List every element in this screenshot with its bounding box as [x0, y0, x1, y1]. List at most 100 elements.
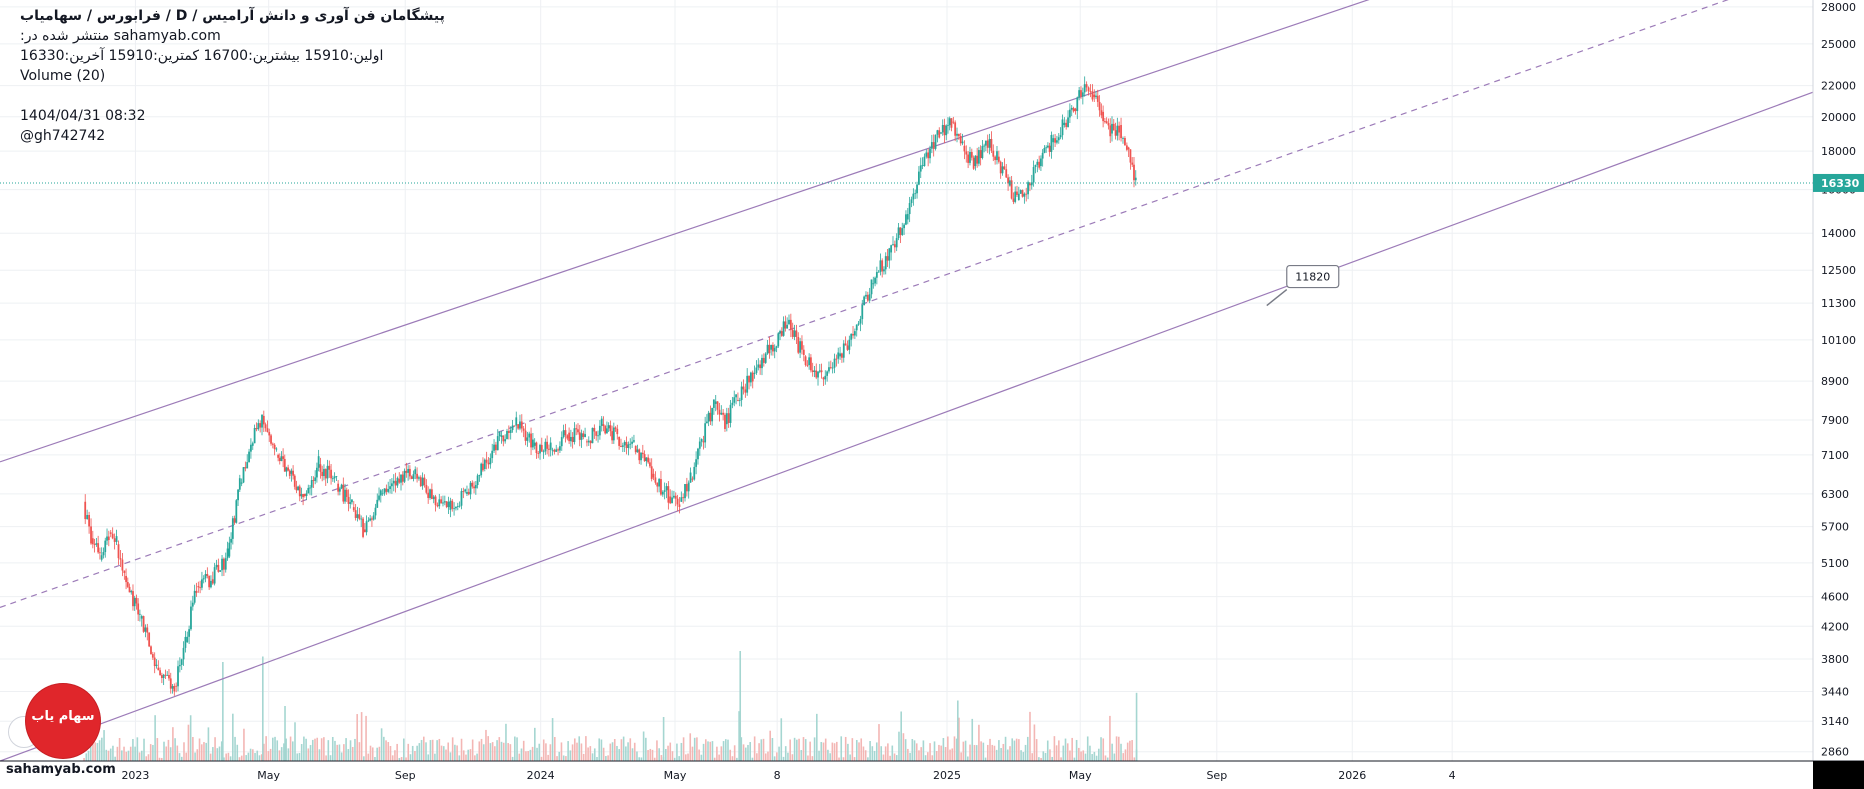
candle-body [1003, 166, 1006, 170]
volume-bar [383, 736, 385, 761]
candle-body [302, 494, 304, 498]
candle-body [491, 450, 494, 459]
volume-bar [318, 749, 321, 761]
volume-bar [751, 757, 754, 761]
candle-body [1100, 110, 1103, 116]
volume-bar [898, 731, 900, 761]
volume-bar [802, 737, 805, 761]
volume-bar [718, 754, 720, 761]
candle-body [295, 486, 298, 491]
volume-bar [134, 746, 136, 761]
volume-bar [605, 756, 607, 761]
volume-bar [747, 744, 749, 761]
published-site[interactable]: sahamyab.com [113, 28, 221, 44]
time-tick-label: May [257, 769, 280, 782]
candle-body [524, 430, 527, 441]
candle-body [292, 470, 294, 476]
volume-bar [456, 745, 458, 761]
candle-body [685, 484, 688, 492]
candle-body [303, 493, 306, 497]
volume-bar [262, 656, 264, 761]
volume-bar [554, 737, 556, 761]
time-tick-label: May [664, 769, 687, 782]
volume-bar [83, 757, 85, 761]
volume-bar [476, 753, 478, 761]
volume-bar [1044, 752, 1047, 761]
volume-indicator-label[interactable]: Volume (20) [20, 68, 106, 84]
volume-bar [284, 706, 286, 761]
candle-body [629, 443, 632, 445]
volume-bar [1011, 738, 1014, 761]
volume-bar [529, 749, 532, 761]
candle-body [166, 674, 169, 676]
candle-body [912, 193, 915, 200]
volume-bar [598, 738, 601, 761]
volume-bar [758, 743, 760, 761]
channel-line-upper[interactable] [0, 0, 1813, 463]
footer-site[interactable]: sahamyab.com [6, 762, 116, 777]
candle-body [748, 375, 750, 383]
volume-bar [500, 741, 503, 761]
candle-body [305, 493, 308, 497]
scale-settings-corner[interactable] [1813, 761, 1864, 789]
volume-bar [1133, 757, 1136, 761]
volume-bar [1098, 748, 1100, 761]
candle-body [978, 150, 980, 164]
candle-body [877, 271, 880, 273]
price-axis[interactable]: 2860 3140 3440 3800 4200 4600 5100 5700 6300 7100… [1812, 0, 1864, 761]
candle-body [418, 477, 420, 479]
price-callout[interactable]: 11820 [1266, 264, 1340, 307]
candle-body [948, 118, 951, 126]
candle-body [271, 443, 274, 445]
candle-body [1001, 166, 1004, 174]
volume-bar [300, 744, 303, 761]
candle-body [775, 346, 778, 348]
candle-body [865, 294, 867, 297]
volume-bar [1115, 736, 1118, 761]
candle-body [733, 397, 736, 403]
author[interactable]: @gh742742 [20, 128, 106, 144]
candle-body [983, 145, 986, 147]
candle-body [645, 457, 648, 462]
candle-body [427, 492, 430, 498]
candle-body [571, 436, 574, 443]
candle-body [107, 536, 110, 541]
volume-bar [1120, 743, 1122, 761]
candle-body [766, 344, 769, 354]
time-axis[interactable]: 2023 May Sep 2024 May 8 2025 May Sep 2026 4 [0, 760, 1864, 789]
channel-line-middle[interactable] [0, 0, 1813, 608]
sahamyab-logo[interactable]: سهام یاب [26, 684, 100, 758]
candle-body [230, 538, 232, 543]
volume-bar [838, 757, 840, 761]
volume-bar [724, 739, 727, 761]
channel-line-lower[interactable] [0, 91, 1814, 762]
candle-body [595, 431, 598, 436]
volume-bar [200, 744, 203, 761]
candle-body [976, 155, 979, 164]
volume-bar [225, 753, 227, 761]
candle-body [1030, 182, 1033, 186]
volume-bar [1071, 737, 1073, 761]
volume-bar [294, 722, 296, 761]
candle-body [278, 457, 281, 461]
volume-bar [911, 738, 914, 761]
volume-bar [800, 750, 803, 761]
symbol-title[interactable]: پیشگامان فن آوری و دانش آرامیس / D / فرا… [20, 8, 445, 24]
candle-body [133, 597, 136, 607]
candle-body [262, 415, 265, 425]
volume-bar [986, 744, 989, 761]
candle-body [408, 468, 411, 477]
volume-bar [1026, 736, 1029, 761]
volume-bar [893, 753, 896, 761]
candle-body [1041, 152, 1044, 159]
volume-bar [660, 755, 663, 761]
candle-body [899, 227, 902, 235]
volume-bar [855, 739, 858, 761]
candle-body [493, 444, 495, 451]
volume-bar [116, 746, 119, 761]
candle-body [797, 336, 800, 353]
volume-bar [1035, 739, 1038, 761]
candle-body [400, 474, 402, 483]
candle-body [1054, 138, 1056, 143]
